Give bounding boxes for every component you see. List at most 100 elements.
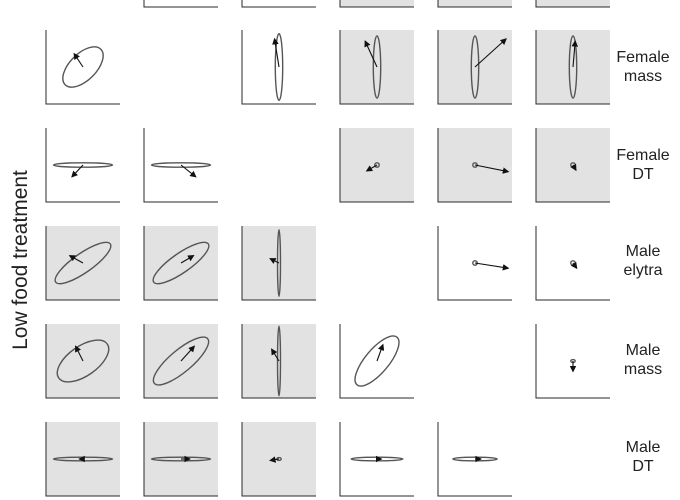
variance-ellipse: [354, 335, 400, 387]
response-arrow: [376, 343, 385, 362]
panel-axes: [45, 226, 120, 301]
panel-axes: [437, 0, 512, 8]
variance-ellipse: [274, 33, 284, 102]
response-arrow: [272, 37, 280, 68]
panel-r4-c4: [339, 324, 414, 399]
row-label-male-dt: Male DT: [625, 439, 661, 475]
panel-r3-c2: [143, 226, 218, 301]
top-strip-panel-5: [535, 0, 610, 8]
panel-r3-c6: [535, 226, 610, 301]
panel-axes: [339, 0, 414, 8]
variance-ellipse: [56, 339, 110, 383]
variance-ellipse: [276, 229, 282, 298]
panel-axes: [437, 422, 512, 497]
panel-axes: [241, 226, 316, 301]
panel-r5-c2: [143, 422, 218, 497]
variance-ellipse: [150, 162, 212, 168]
response-arrow: [71, 164, 84, 178]
panel-axes: [241, 30, 316, 105]
panel-axes: [45, 324, 120, 399]
panel-r4-c3: [241, 324, 316, 399]
panel-axes: [339, 30, 414, 105]
panel-axes: [143, 0, 218, 8]
panel-r2-c5: [437, 128, 512, 203]
response-arrow: [75, 345, 84, 362]
response-arrow: [180, 255, 195, 264]
panel-axes: [143, 422, 218, 497]
row-label-female-dt: Female DT: [616, 147, 670, 183]
panel-r1-c5: [437, 30, 512, 105]
panel-background: [438, 0, 512, 7]
top-strip-panel-4: [437, 0, 512, 8]
variance-ellipse: [152, 241, 210, 285]
panel-r5-c3: [241, 422, 316, 497]
panel-axes: [143, 128, 218, 203]
panel-background: [536, 0, 610, 7]
panel-axes: [437, 226, 512, 301]
panel-axes: [143, 226, 218, 301]
panel-r5-c1: [45, 422, 120, 497]
panel-r3-c3: [241, 226, 316, 301]
response-arrow: [474, 262, 510, 271]
row-label-female-mass: Female mass: [616, 49, 670, 85]
panel-r3-c5: [437, 226, 512, 301]
panel-axes: [241, 324, 316, 399]
panel-r2-c6: [535, 128, 610, 203]
panel-axes: [437, 128, 512, 203]
response-arrow: [365, 164, 378, 172]
variance-ellipse: [374, 162, 380, 168]
variance-ellipse: [54, 241, 112, 285]
response-arrow: [180, 164, 197, 178]
panel-r2-c1: [45, 128, 120, 203]
panel-axes: [143, 324, 218, 399]
panel-r2-c2: [143, 128, 218, 203]
panel-axes: [45, 422, 120, 497]
panel-axes: [339, 422, 414, 497]
panel-r1-c4: [339, 30, 414, 105]
response-arrow: [269, 258, 280, 264]
row-label-male-elytra: Male elytra: [623, 243, 663, 279]
panel-axes: [535, 324, 610, 399]
variance-ellipse: [470, 35, 480, 99]
top-strip-panel-3: [339, 0, 414, 8]
panel-axes: [339, 324, 414, 399]
top-strip-panel-1: [143, 0, 218, 8]
panel-axes: [437, 30, 512, 105]
response-arrow: [180, 345, 196, 362]
panel-axes: [535, 0, 610, 8]
panel-r1-c6: [535, 30, 610, 105]
response-arrow: [68, 255, 84, 264]
panel-background: [340, 0, 414, 7]
variance-ellipse: [152, 336, 210, 386]
panel-r1-c1: [45, 30, 120, 105]
panel-axes: [535, 226, 610, 301]
panel-axes: [241, 422, 316, 497]
response-arrow: [271, 348, 280, 362]
response-arrow: [474, 38, 507, 68]
panel-axes: [535, 30, 610, 105]
response-arrow: [570, 261, 578, 270]
panel-axes: [45, 30, 120, 105]
top-strip-panel-2: [241, 0, 316, 8]
response-arrow: [269, 456, 280, 463]
panel-r5-c5: [437, 422, 512, 497]
variance-ellipse: [452, 456, 498, 462]
panel-r5-c4: [339, 422, 414, 497]
panel-axes: [535, 128, 610, 203]
row-label-male-mass: Male mass: [623, 342, 663, 378]
panel-axes: [241, 0, 316, 8]
panel-r3-c1: [45, 226, 120, 301]
panel-r4-c1: [45, 324, 120, 399]
response-arrow: [364, 40, 378, 68]
variance-ellipse: [276, 325, 282, 397]
variance-ellipse: [372, 35, 382, 99]
response-arrow: [571, 40, 579, 68]
panel-r2-c4: [339, 128, 414, 203]
panel-axes: [339, 128, 414, 203]
panel-r1-c3: [241, 30, 316, 105]
variance-ellipse: [52, 162, 114, 168]
response-arrow: [474, 164, 510, 174]
response-arrow: [570, 163, 577, 172]
side-title: Low food treatment: [9, 170, 32, 350]
